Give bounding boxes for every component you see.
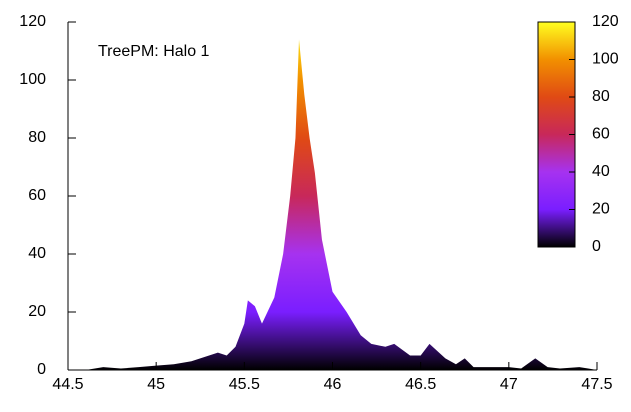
colorbar-tick-label: 120 — [592, 13, 619, 30]
y-tick-label: 40 — [28, 245, 46, 262]
y-tick-label: 100 — [19, 71, 46, 88]
colorbar-tick-label: 80 — [592, 88, 610, 105]
colorbar-tick-label: 100 — [592, 51, 619, 68]
x-tick-label: 45 — [147, 376, 165, 393]
x-tick-label: 47 — [500, 376, 518, 393]
x-tick-label: 46.5 — [405, 376, 436, 393]
annotation: TreePM: Halo 1 — [98, 43, 210, 60]
colorbar-tick-label: 60 — [592, 126, 610, 143]
x-tick-label: 46 — [324, 376, 342, 393]
x-tick-label: 44.5 — [52, 376, 83, 393]
x-tick-label: 45.5 — [229, 376, 260, 393]
colorbar-tick-label: 0 — [592, 238, 601, 255]
y-tick-label: 120 — [19, 13, 46, 30]
colorbar-tick-label: 40 — [592, 163, 610, 180]
area — [68, 39, 597, 371]
y-tick-label: 60 — [28, 187, 46, 204]
y-tick-label: 80 — [28, 129, 46, 146]
y-tick-label: 0 — [37, 361, 46, 378]
y-tick-label: 20 — [28, 303, 46, 320]
colorbar — [537, 21, 576, 248]
colorbar-tick-label: 20 — [592, 201, 610, 218]
x-tick-label: 47.5 — [581, 376, 612, 393]
